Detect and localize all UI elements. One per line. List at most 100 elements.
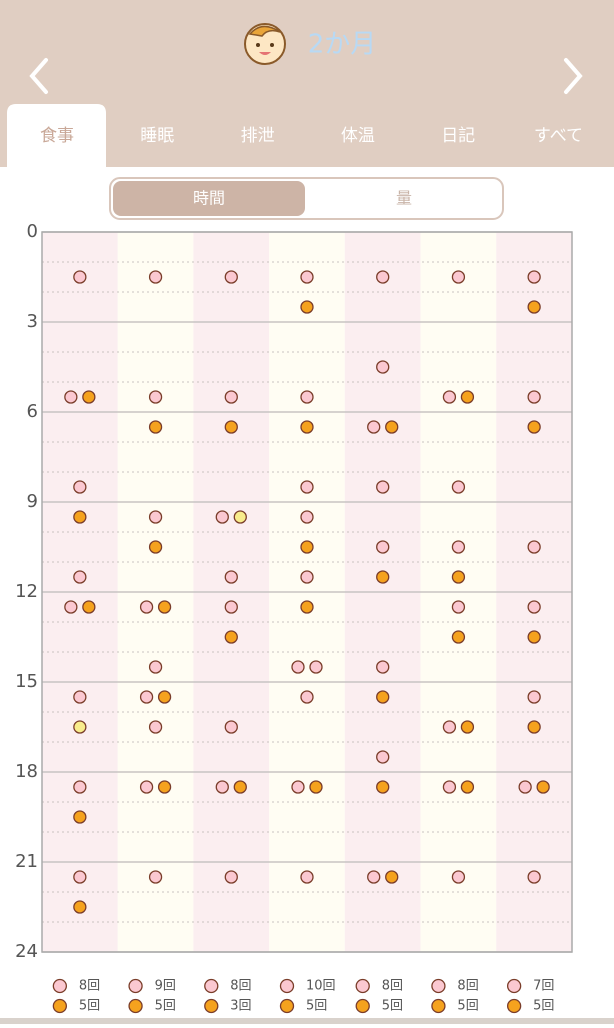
feed-dot <box>527 870 541 884</box>
next-arrow[interactable] <box>564 58 583 94</box>
feed-dot <box>300 570 314 584</box>
plot-frame <box>41 231 573 953</box>
feed-dot <box>527 420 541 434</box>
feed-dot <box>139 600 154 614</box>
feed-dot <box>64 390 78 404</box>
feed-dot <box>139 780 154 794</box>
count-label: 5回 <box>533 999 554 1014</box>
feed-dot <box>291 780 305 794</box>
feed-dot <box>148 510 163 524</box>
feed-dot <box>376 780 390 794</box>
feed-dot <box>233 780 247 794</box>
feed-dot <box>64 600 78 614</box>
feed-dot <box>460 720 475 734</box>
legend-swatch <box>431 998 446 1014</box>
feed-dot <box>527 630 541 644</box>
y-tick-label: 3 <box>27 311 38 332</box>
feed-dot <box>376 660 390 674</box>
count-label: 7回 <box>533 979 554 994</box>
feed-dot <box>451 270 466 284</box>
feed-dot <box>300 600 314 614</box>
feed-dot <box>300 690 314 704</box>
legend-swatch <box>52 998 68 1014</box>
feed-dot <box>148 660 163 674</box>
y-tick-label: 18 <box>15 761 38 782</box>
feed-dot <box>518 780 532 794</box>
tab-label[interactable]: 食事 <box>40 126 74 146</box>
active-tab[interactable] <box>7 104 106 167</box>
y-tick-label: 0 <box>27 221 38 242</box>
bottom-bar <box>0 1018 614 1024</box>
feed-dot <box>527 390 541 404</box>
feed-dot <box>376 480 390 494</box>
count-label: 8回 <box>382 979 403 994</box>
feed-dot <box>73 870 87 884</box>
count-label: 3回 <box>230 999 251 1014</box>
toggle-option[interactable]: 時間 <box>193 189 225 208</box>
feed-dot <box>300 540 314 554</box>
legend-swatch <box>355 998 370 1014</box>
feed-dot <box>300 390 314 404</box>
legend-swatch <box>279 978 295 994</box>
feed-dot <box>527 300 541 314</box>
feed-dot <box>451 570 466 584</box>
feed-dot <box>385 870 399 884</box>
y-tick-label: 6 <box>27 401 38 422</box>
feed-dot <box>148 540 163 554</box>
legend-swatch <box>355 978 370 994</box>
feed-dot <box>73 480 87 494</box>
feed-dot <box>442 720 457 734</box>
feed-dot <box>215 510 229 524</box>
feed-dot <box>233 510 247 524</box>
feed-dot <box>73 810 87 824</box>
tab-label[interactable]: すべて <box>534 126 583 146</box>
feed-dot <box>148 720 163 734</box>
tab-label[interactable]: 日記 <box>441 126 475 146</box>
baby-icon <box>244 23 286 65</box>
feed-dot <box>224 870 238 884</box>
feed-dot <box>224 720 238 734</box>
toggle-option[interactable]: 量 <box>396 189 412 208</box>
count-label: 8回 <box>457 979 478 994</box>
count-label: 5回 <box>306 999 327 1014</box>
tab-label[interactable]: 体温 <box>341 126 375 146</box>
feed-dot <box>73 270 87 284</box>
feed-dot <box>367 420 381 434</box>
feed-dot <box>300 270 314 284</box>
feed-dot <box>224 630 238 644</box>
feed-dot <box>376 690 390 704</box>
tab-label[interactable]: 睡眠 <box>140 126 174 146</box>
page-title: 2か月 <box>308 30 377 60</box>
count-label: 8回 <box>230 979 251 994</box>
legend-swatch <box>204 998 219 1014</box>
feed-dot <box>309 660 323 674</box>
feed-dot <box>527 690 541 704</box>
prev-arrow[interactable] <box>29 58 48 94</box>
y-tick-label: 15 <box>15 671 38 692</box>
legend-swatch <box>204 978 219 994</box>
y-tick-label: 12 <box>15 581 38 602</box>
legend-swatch <box>431 978 446 994</box>
feed-dot <box>148 390 163 404</box>
legend-swatch <box>279 998 295 1014</box>
feed-dot <box>376 270 390 284</box>
feed-dot <box>82 600 96 614</box>
feed-dot <box>224 270 238 284</box>
feed-dot <box>73 690 87 704</box>
toggle-selected[interactable] <box>113 181 305 216</box>
feed-dot <box>451 600 466 614</box>
tab-label[interactable]: 排泄 <box>241 126 275 146</box>
feed-dot <box>460 390 475 404</box>
feed-dot <box>73 720 87 734</box>
feed-dot <box>157 690 172 704</box>
feed-dot <box>148 870 163 884</box>
y-tick-label: 21 <box>15 851 38 872</box>
feed-dot <box>215 780 229 794</box>
y-tick-label: 9 <box>27 491 38 512</box>
feed-dot <box>460 780 475 794</box>
legend-swatch <box>52 978 68 994</box>
feed-dot <box>73 570 87 584</box>
feed-dot <box>224 570 238 584</box>
feed-dot <box>148 420 163 434</box>
